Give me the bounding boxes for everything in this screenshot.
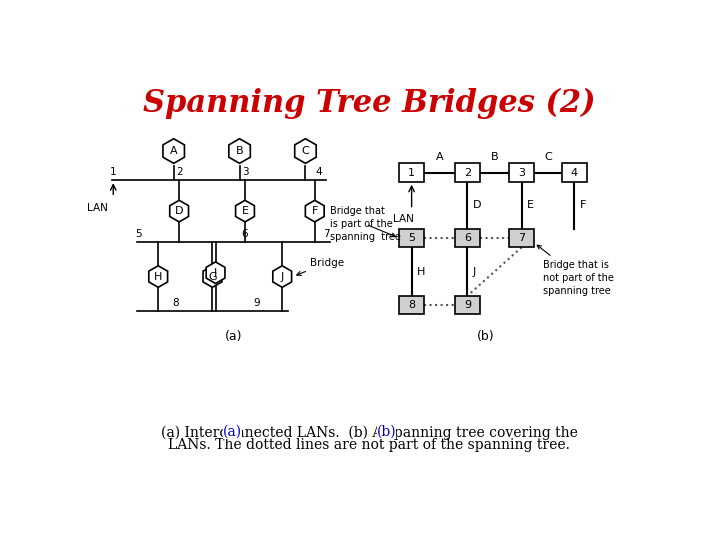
Text: LAN: LAN [87, 204, 108, 213]
Text: F: F [312, 206, 318, 216]
Text: A: A [436, 152, 444, 162]
FancyBboxPatch shape [509, 164, 534, 182]
Text: (a) Interconnected LANs.  (b) A spanning tree covering the: (a) Interconnected LANs. (b) A spanning … [161, 425, 577, 440]
Text: 9: 9 [464, 300, 471, 310]
FancyBboxPatch shape [399, 229, 424, 247]
Text: LANs. The dotted lines are not part of the spanning tree.: LANs. The dotted lines are not part of t… [168, 438, 570, 453]
FancyBboxPatch shape [455, 229, 480, 247]
Text: G: G [208, 272, 217, 281]
Text: (a): (a) [225, 330, 242, 343]
Text: 7: 7 [323, 229, 330, 239]
Polygon shape [170, 200, 189, 222]
Text: D: D [175, 206, 184, 216]
Text: 4: 4 [571, 167, 578, 178]
Text: LAN: LAN [393, 214, 414, 224]
Polygon shape [163, 139, 184, 164]
Text: D: D [473, 200, 482, 210]
Text: 1: 1 [408, 167, 415, 178]
Text: H: H [417, 267, 426, 276]
Text: 1: 1 [110, 167, 117, 177]
Polygon shape [149, 266, 168, 287]
Text: C: C [544, 152, 552, 162]
FancyBboxPatch shape [509, 229, 534, 247]
Text: 8: 8 [408, 300, 415, 310]
Text: J: J [473, 267, 476, 276]
Text: I: I [214, 268, 217, 278]
Polygon shape [235, 200, 254, 222]
Text: E: E [527, 200, 534, 210]
Text: Spanning Tree Bridges (2): Spanning Tree Bridges (2) [143, 88, 595, 119]
Text: B: B [491, 152, 498, 162]
Text: 8: 8 [172, 298, 179, 308]
Text: Bridge that
is part of the
spanning  tree: Bridge that is part of the spanning tree [330, 206, 401, 242]
Polygon shape [294, 139, 316, 164]
Text: E: E [241, 206, 248, 216]
Polygon shape [203, 266, 222, 287]
Text: Bridge that is
not part of the
spanning tree: Bridge that is not part of the spanning … [537, 245, 614, 296]
Text: 7: 7 [518, 233, 525, 243]
FancyBboxPatch shape [455, 164, 480, 182]
Text: C: C [302, 146, 310, 156]
Text: 5: 5 [408, 233, 415, 243]
Text: (a): (a) [223, 425, 243, 439]
FancyBboxPatch shape [399, 164, 424, 182]
Text: 6: 6 [464, 233, 471, 243]
Text: 4: 4 [315, 167, 322, 177]
Polygon shape [273, 266, 292, 287]
Polygon shape [229, 139, 251, 164]
Text: 9: 9 [253, 298, 260, 308]
Text: 2: 2 [464, 167, 471, 178]
Text: J: J [281, 272, 284, 281]
Text: F: F [580, 200, 586, 210]
Polygon shape [305, 200, 324, 222]
Text: H: H [154, 272, 163, 281]
FancyBboxPatch shape [455, 296, 480, 314]
Text: 3: 3 [242, 167, 248, 177]
Text: (b): (b) [377, 425, 397, 439]
Text: Bridge: Bridge [297, 258, 344, 275]
FancyBboxPatch shape [562, 164, 587, 182]
Text: B: B [235, 146, 243, 156]
Text: (b): (b) [477, 330, 494, 343]
Text: 3: 3 [518, 167, 525, 178]
FancyBboxPatch shape [399, 296, 424, 314]
Text: 6: 6 [242, 229, 248, 239]
Polygon shape [206, 262, 225, 284]
Text: A: A [170, 146, 178, 156]
Text: 2: 2 [176, 167, 182, 177]
Text: 5: 5 [135, 229, 141, 239]
